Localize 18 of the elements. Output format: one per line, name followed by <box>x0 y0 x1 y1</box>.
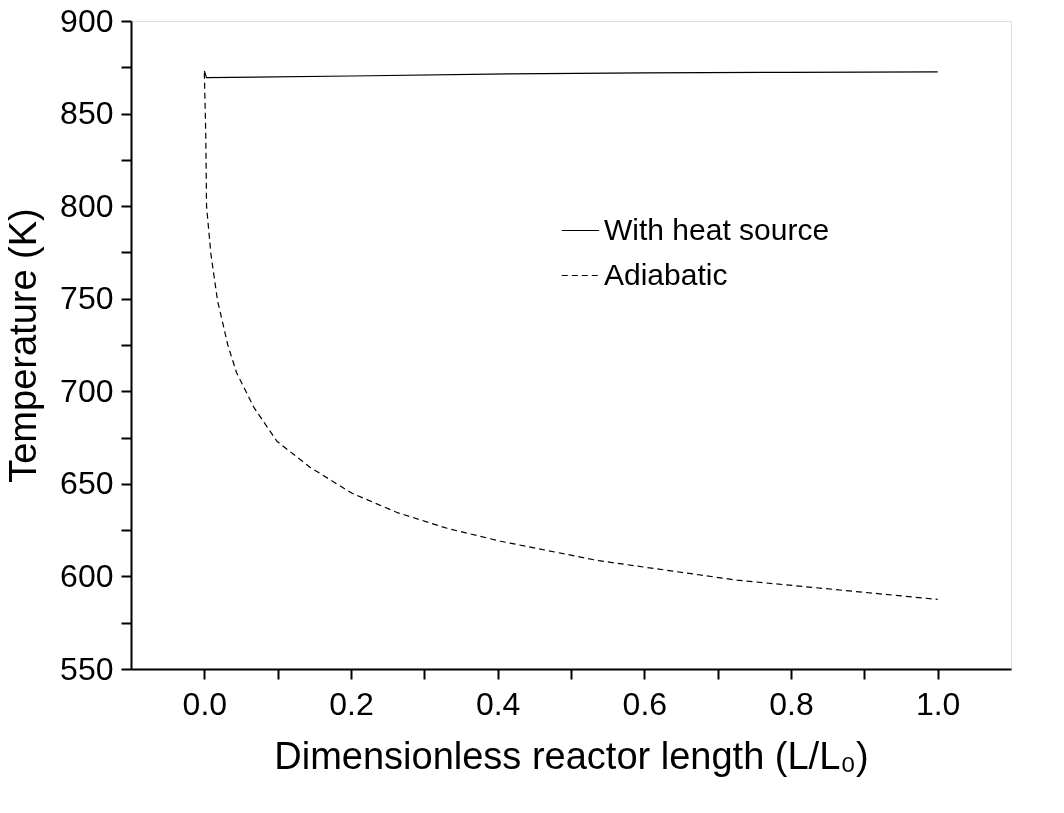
x-tick-label: 0.6 <box>622 685 668 722</box>
legend-label: Adiabatic <box>604 257 728 291</box>
y-tick-label: 800 <box>60 187 114 224</box>
y-tick-label: 750 <box>60 280 114 317</box>
x-tick-label: 0.2 <box>329 685 374 722</box>
x-axis-title: Dimensionless reactor length (L/L₀) <box>274 734 869 777</box>
y-tick-label: 650 <box>60 465 114 502</box>
y-tick-label: 550 <box>60 650 114 687</box>
x-tick-label: 0.8 <box>769 685 814 722</box>
y-tick-label: 850 <box>60 95 114 132</box>
x-tick-label: 0.0 <box>182 685 228 722</box>
y-axis-title: Temperature (K) <box>2 208 45 483</box>
y-tick-label: 700 <box>60 372 114 409</box>
y-tick-label: 600 <box>60 557 114 594</box>
y-tick-label: 900 <box>60 2 114 39</box>
x-tick-label: 1.0 <box>915 685 961 722</box>
x-tick-label: 0.4 <box>475 685 521 722</box>
legend-label: With heat source <box>604 212 830 246</box>
